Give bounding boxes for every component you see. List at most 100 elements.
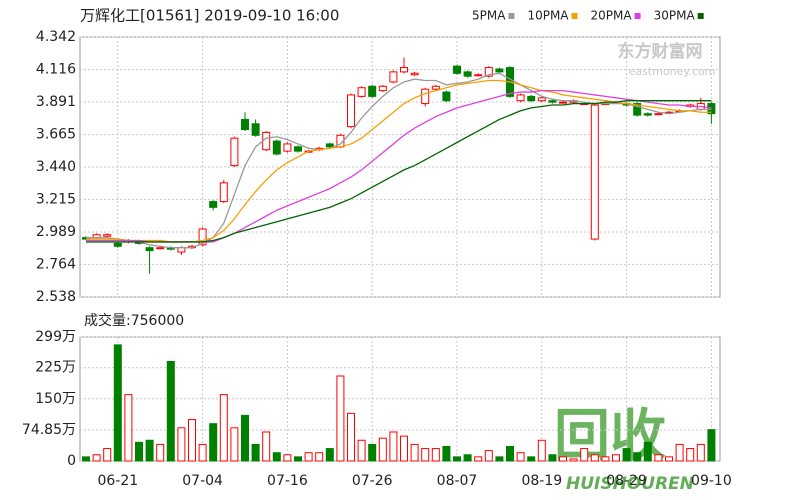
volume-bar [357,439,366,462]
volume-bar [601,456,610,462]
y-tick-label: 4.342 [36,29,76,45]
candle-body [156,247,165,250]
volume-bar [177,427,186,462]
volume-bar [569,458,578,462]
candle-body [442,91,451,102]
volume-bar [453,456,461,462]
x-tick-label: 09-10 [691,473,732,489]
volume-bar [92,454,101,462]
volume-bar [463,454,472,462]
y-tick-label: 3.891 [36,94,76,110]
volume-bar [251,443,260,462]
y-tick-label: 0 [67,453,76,469]
volume-bar [347,412,355,462]
candle-body [633,103,642,116]
volume-bar [304,452,313,462]
volume-bar [622,448,631,462]
legend-swatch [634,13,641,19]
candle-body [378,85,387,92]
volume-bar [294,456,302,462]
x-tick-label: 08-29 [606,473,647,489]
volume-bar [389,431,398,462]
candle-body [294,146,302,152]
candle-body [113,242,122,247]
y-tick-label: 2.989 [36,224,76,240]
x-tick-label: 07-16 [267,473,308,489]
candle-body [484,67,493,77]
candle-body [474,74,483,77]
y-tick-label: 225万 [35,360,76,376]
volume-bar [643,441,652,462]
candle-body [421,88,430,105]
legend-label: 20PMA [591,9,633,23]
candle-body [230,137,239,167]
y-tick-label: 3.215 [36,191,76,207]
ma-line [86,100,712,243]
volume-bar [315,452,324,462]
volume-bar [474,456,483,462]
candle-body [410,72,419,76]
volume-bar [696,443,705,462]
candle-body [559,101,567,104]
volume-bar [209,423,218,462]
volume-bar [135,441,143,462]
candle-body [643,113,652,116]
volume-bar [442,445,451,462]
volume-bar [495,456,504,462]
candle-body [103,234,112,237]
volume-bar [527,456,536,462]
y-tick-label: 3.440 [36,159,76,175]
watermark: 东方财富网 [618,41,703,62]
volume-title: 成交量:756000 [84,312,184,329]
volume-bar [103,448,112,462]
volume-bar [378,437,387,462]
legend-label: 10PMA [527,9,569,23]
volume-bar [156,443,165,462]
volume-bar [219,394,228,462]
volume-bar [654,454,663,462]
legend-swatch [697,13,704,19]
candle-body [347,94,355,128]
y-tick-label: 3.665 [36,127,76,143]
candle-body [463,71,472,77]
volume-bar [198,443,207,462]
x-tick-label: 06-21 [97,473,138,489]
legend-label: 30PMA [654,9,696,23]
candle-body [389,71,398,83]
volume-bar [559,456,567,462]
volume-bar [484,450,493,462]
volume-bar [580,448,589,462]
volume-bar [283,454,292,462]
logo-sub: HUISHOUREN [566,474,694,494]
volume-bar [421,448,430,462]
candle-body [527,95,536,102]
volume-bar [516,452,525,462]
volume-bar [431,448,440,462]
volume-bar [537,439,546,462]
volume-bar [675,443,684,462]
volume-bar [686,448,695,462]
candle-body [590,104,599,240]
legend-swatch [508,13,515,19]
volume-bar [230,427,239,462]
candle-body [325,143,334,148]
candle-body [707,103,716,115]
volume-bar [590,454,599,462]
y-tick-label: 150万 [35,391,76,407]
chart-title: 万辉化工[01561] 2019-09-10 16:00 [80,7,339,25]
volume-bar [633,452,642,462]
y-tick-label: 2.764 [36,256,76,272]
volume-bar [241,414,249,462]
volume-bar [410,443,419,462]
y-tick-label: 2.538 [36,289,76,305]
ma-line [86,72,712,249]
x-tick-label: 08-19 [521,473,562,489]
volume-bar [612,454,620,462]
candle-body [145,247,154,252]
x-tick-label: 07-04 [182,473,223,489]
candle-body [251,123,260,136]
candle-body [368,85,377,97]
volume-bar [325,448,334,462]
candle-body [262,131,271,151]
candle-body [198,228,207,246]
